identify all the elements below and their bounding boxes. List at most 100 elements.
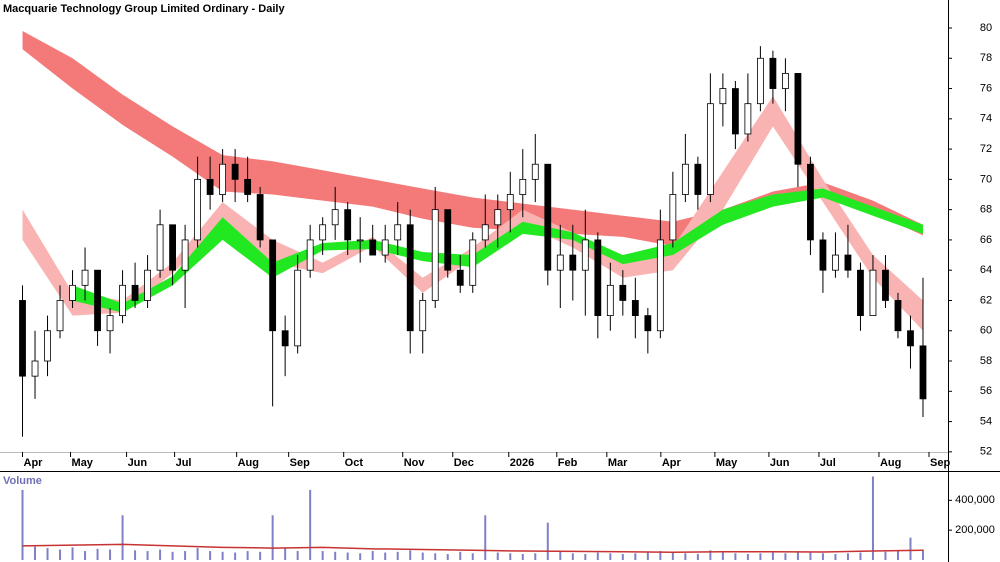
volume-bar [396, 551, 399, 560]
volume-bar [171, 551, 174, 560]
volume-bar [184, 551, 187, 560]
y-tick-label: 58 [980, 355, 992, 367]
candle-body [594, 239, 602, 317]
volume-bar [671, 551, 674, 560]
volume-bar [509, 553, 512, 560]
candle-body [294, 269, 302, 347]
candle-body [519, 178, 527, 195]
candle-body [31, 360, 39, 377]
volume-bar [559, 551, 562, 560]
candle-body [94, 269, 101, 332]
volume-bar [371, 551, 374, 560]
volume-bar [496, 552, 499, 560]
candle-body [757, 57, 764, 105]
candle-body [244, 178, 252, 195]
candle-body [506, 194, 514, 211]
volume-bar [721, 552, 724, 560]
volume-bar [696, 554, 699, 560]
chart-title: Macquarie Technology Group Limited Ordin… [3, 3, 285, 15]
volume-bar [271, 515, 274, 560]
candle-body [406, 224, 414, 332]
x-tick-label: Feb [558, 457, 578, 469]
candle-body [844, 254, 852, 271]
candle-body [819, 239, 827, 271]
candle-body [206, 178, 214, 195]
candle-body [69, 284, 76, 301]
volume-bar [334, 551, 337, 560]
y-tick-label: 78 [980, 52, 992, 64]
x-tick-label: Sep [930, 457, 950, 469]
y-tick-label: 76 [980, 82, 992, 94]
volume-bar [359, 553, 362, 560]
volume-bar [846, 553, 849, 560]
candle-body [869, 269, 877, 317]
y-tick-label: 70 [980, 173, 992, 185]
candle-body [131, 284, 139, 301]
volume-bar [521, 554, 524, 560]
candle-body [644, 315, 652, 332]
volume-bar [759, 553, 762, 560]
candle-body [444, 209, 452, 271]
x-tick-label: Apr [662, 457, 682, 469]
volume-bar [446, 554, 449, 560]
volume-bar [146, 551, 149, 560]
volume-bar [209, 551, 212, 560]
x-tick-label: Jul [176, 457, 192, 469]
volume-bar [296, 551, 299, 560]
x-tick-label: Jul [820, 457, 836, 469]
volume-bar [409, 550, 412, 560]
candle-body [256, 194, 264, 241]
candle-body [456, 269, 464, 286]
ribbon [72, 188, 923, 313]
candle-body [319, 224, 327, 241]
candle-body [431, 209, 439, 301]
volume-bar [621, 554, 624, 560]
candle-body [81, 269, 89, 286]
volume-bar [871, 476, 874, 560]
volume-bar [196, 548, 199, 560]
volume-bar [921, 549, 924, 560]
volume-bar [346, 552, 349, 560]
volume-bar [46, 548, 49, 560]
volume-bar [246, 551, 249, 560]
candle-body [269, 239, 277, 332]
candle-body [769, 57, 777, 89]
x-tick-label: Aug [238, 457, 259, 469]
volume-bar [734, 553, 737, 560]
y-tick-label: 400,000 [955, 494, 995, 506]
volume-bar [596, 552, 599, 560]
volume-title: Volume [3, 475, 42, 487]
candle-body [531, 163, 539, 180]
candle-body [694, 163, 702, 195]
candle-body [344, 209, 352, 241]
candle-body [181, 239, 189, 271]
y-tick-label: 68 [980, 204, 992, 216]
candle-body [356, 239, 364, 242]
y-tick-label: 66 [980, 234, 992, 246]
candle-body [669, 194, 677, 241]
candle-body [807, 163, 814, 241]
volume-bar [71, 547, 74, 560]
candle-body [331, 209, 339, 226]
volume-bar [584, 554, 587, 560]
volume-bar [909, 537, 912, 560]
candle-body [794, 73, 802, 165]
candle-body [469, 239, 477, 286]
volume-bar [384, 552, 387, 560]
candle-body [857, 269, 864, 317]
candle-body [907, 330, 914, 347]
candle-body [606, 284, 614, 317]
y-tick-label: 200,000 [955, 524, 995, 536]
volume-bar [471, 553, 474, 560]
y-tick-label: 72 [980, 143, 992, 155]
candle-body [194, 178, 202, 241]
volume-bar [609, 553, 612, 560]
volume-bar [459, 551, 462, 560]
y-tick-label: 56 [980, 385, 992, 397]
candle-body [556, 254, 564, 271]
volume-bar [21, 489, 24, 560]
volume-bar [109, 549, 112, 560]
volume-bar [834, 554, 837, 560]
volume-bar [746, 554, 749, 560]
candle-body [169, 224, 176, 271]
